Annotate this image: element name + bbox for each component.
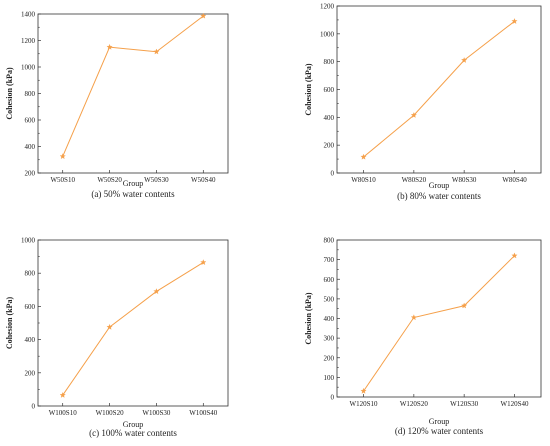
y-tick-label: 1000 [21, 64, 36, 72]
x-tick-label: W50S30 [144, 176, 169, 184]
y-axis-label: Cohesion (kPa) [5, 297, 14, 350]
chart-caption: (d) 120% water contents [395, 426, 484, 436]
x-axis-label: Group [429, 417, 449, 426]
data-point [461, 57, 468, 63]
y-tick-label: 1000 [21, 237, 36, 245]
y-tick-label: 600 [25, 303, 36, 311]
y-tick-label: 800 [25, 90, 36, 98]
x-tick-label: W100S30 [142, 409, 171, 417]
x-tick-label: W120S40 [500, 400, 529, 408]
x-tick-label: W120S20 [400, 400, 429, 408]
x-tick-label: W120S10 [350, 400, 379, 408]
y-tick-label: 600 [25, 117, 36, 125]
y-tick-label: 1200 [21, 37, 36, 45]
chart-panel-1: 0 200 400 600 800 1000 1200 W80S10 W80S20 W80S30 W… [304, 3, 542, 201]
y-tick-label: 0 [32, 403, 36, 411]
data-point [106, 323, 113, 330]
chart-caption: (b) 80% water contents [397, 191, 481, 201]
x-tick-label: W80S20 [402, 176, 427, 184]
data-point [59, 153, 66, 160]
plot-frame [336, 239, 542, 398]
y-tick-label: 600 [324, 276, 335, 284]
data-point [461, 302, 468, 309]
data-point [360, 153, 367, 160]
data-point [106, 43, 113, 50]
x-tick-label: W100S10 [49, 409, 78, 417]
data-point [200, 259, 207, 266]
data-point [511, 252, 518, 259]
y-tick-label: 800 [324, 58, 335, 66]
data-point [200, 12, 207, 19]
chart-panel-2: 0 200 400 600 800 1000 W100S10 W100S20 W100S30 W1… [5, 237, 229, 438]
y-tick-label: 1200 [320, 3, 335, 11]
y-tick-label: 800 [324, 237, 335, 245]
series-line [363, 20, 515, 158]
x-axis-label: Group [123, 420, 143, 429]
y-tick-label: 0 [331, 170, 335, 178]
x-tick-label: W100S40 [189, 409, 218, 417]
y-tick-label: 600 [324, 86, 335, 94]
y-tick-label: 1000 [320, 30, 335, 38]
y-axis-label: Cohesion (kPa) [304, 63, 313, 116]
x-tick-label: W80S10 [351, 176, 376, 184]
data-point [410, 112, 417, 118]
chart-panel-3: 0 100 200 300 400 500 600 700 800 W120S10 W120S20 W… [304, 237, 542, 436]
y-tick-label: 200 [324, 142, 335, 150]
data-point [360, 387, 367, 394]
y-tick-label: 700 [324, 256, 335, 264]
series-line [62, 261, 204, 396]
y-tick-label: 400 [25, 143, 36, 151]
x-axis-label: Group [123, 179, 143, 188]
chart-panel-0: 200 400 600 800 1000 1200 1400 W50S10 W50S20 W50S… [5, 11, 229, 199]
x-tick-label: W120S30 [450, 400, 479, 408]
y-axis-label: Cohesion (kPa) [304, 292, 313, 345]
series-line [62, 15, 204, 157]
y-axis-label: Cohesion (kPa) [5, 67, 14, 120]
data-point [511, 18, 518, 24]
y-tick-label: 200 [324, 354, 335, 362]
y-tick-label: 400 [25, 336, 36, 344]
x-tick-label: W100S20 [96, 409, 125, 417]
data-point [410, 314, 417, 321]
y-tick-label: 200 [25, 170, 36, 178]
x-tick-label: W50S40 [191, 176, 216, 184]
data-point [153, 48, 160, 55]
data-point [59, 391, 66, 398]
plot-frame [37, 13, 229, 174]
y-tick-label: 800 [25, 270, 36, 278]
x-tick-label: W50S20 [97, 176, 122, 184]
data-point [153, 288, 160, 295]
x-tick-label: W80S30 [452, 176, 477, 184]
x-tick-label: W50S10 [50, 176, 75, 184]
y-tick-label: 400 [324, 114, 335, 122]
y-tick-label: 400 [324, 315, 335, 323]
chart-caption: (c) 100% water contents [89, 428, 177, 438]
y-tick-label: 300 [324, 335, 335, 343]
x-axis-label: Group [429, 181, 449, 190]
chart-caption: (a) 50% water contents [91, 189, 175, 199]
y-tick-label: 0 [331, 394, 335, 402]
series-line [363, 255, 515, 392]
y-tick-label: 1400 [21, 11, 36, 19]
y-tick-label: 200 [25, 369, 36, 377]
y-tick-label: 100 [324, 374, 335, 382]
y-tick-label: 500 [324, 295, 335, 303]
x-tick-label: W80S40 [502, 176, 527, 184]
plot-frame [336, 5, 542, 174]
